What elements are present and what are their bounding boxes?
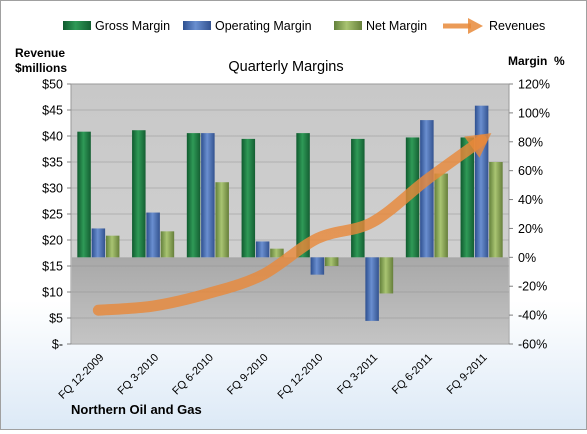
bar-operating-margin xyxy=(365,257,379,321)
right-axis-tick-label: 40% xyxy=(518,193,543,207)
right-axis-label: Margin % xyxy=(508,54,565,68)
left-axis-tick-label: $10 xyxy=(42,286,63,300)
bar-gross-margin xyxy=(351,138,365,258)
right-axis-tick-label: 100% xyxy=(518,106,550,120)
x-axis-category-label: FQ 3-2010 xyxy=(116,352,162,398)
negative-region xyxy=(72,257,508,343)
bar-gross-margin xyxy=(241,138,256,258)
right-axis-tick-label: -60% xyxy=(518,338,547,352)
left-axis-tick-label: $35 xyxy=(42,156,63,170)
left-axis-tick-label: $25 xyxy=(42,208,63,222)
right-axis-tick-label: 20% xyxy=(518,222,543,236)
x-axis-category-label: FQ 12-2009 xyxy=(57,352,107,402)
bar-net-margin xyxy=(105,235,120,258)
left-axis-tick-label: $5 xyxy=(49,312,63,326)
bar-net-margin xyxy=(160,231,175,258)
bar-operating-margin xyxy=(146,212,160,258)
left-axis-tick-label: $20 xyxy=(42,234,63,248)
bar-gross-margin xyxy=(460,137,475,258)
left-axis-label-line1: Revenue xyxy=(15,46,65,60)
x-axis-category-label: FQ 9-2010 xyxy=(225,352,271,398)
company-name: Northern Oil and Gas xyxy=(71,402,202,417)
left-axis-label-line2: $millions xyxy=(15,61,67,75)
left-axis-tick-label: $50 xyxy=(42,78,63,92)
legend-item-revenues[interactable]: Revenues xyxy=(443,18,545,34)
legend-swatch-gross-margin xyxy=(63,21,91,30)
bar-operating-margin xyxy=(420,120,434,258)
bar-operating-margin xyxy=(255,241,270,258)
bar-net-margin xyxy=(434,173,448,258)
right-axis-tick-label: -40% xyxy=(518,309,547,323)
legend-item-operating-margin[interactable]: Operating Margin xyxy=(183,19,312,33)
bar-net-margin xyxy=(489,162,503,258)
bar-gross-margin xyxy=(186,133,201,258)
legend-swatch-net-margin xyxy=(334,21,362,30)
revenues-arrowhead-icon xyxy=(464,133,492,158)
x-axis-category-label: FQ 6-2011 xyxy=(390,352,435,397)
legend-arrowhead-icon xyxy=(468,18,483,34)
x-axis-category-label: FQ 3-2011 xyxy=(335,352,380,397)
right-axis-tick-label: 0% xyxy=(518,251,536,265)
bar-net-margin xyxy=(270,248,284,258)
x-axis-category-label: FQ 6-2010 xyxy=(170,352,216,398)
legend-label-revenues: Revenues xyxy=(489,19,545,33)
legend: Gross Margin Operating Margin Net Margin… xyxy=(63,18,545,34)
legend-label-gross-margin: Gross Margin xyxy=(95,19,170,33)
bar-operating-margin xyxy=(91,228,106,258)
legend-swatch-operating-margin xyxy=(183,21,211,30)
right-axis-tick-label: -20% xyxy=(518,280,547,294)
bar-gross-margin xyxy=(296,133,310,258)
bar-operating-margin xyxy=(201,133,215,258)
right-axis-tick-label: 120% xyxy=(518,78,550,92)
bar-operating-margin xyxy=(310,257,325,275)
left-axis-tick-label: $30 xyxy=(42,182,63,196)
left-axis-tick-label: $- xyxy=(52,338,63,352)
x-axis-category-label: FQ 9-2011 xyxy=(445,352,490,397)
legend-item-gross-margin[interactable]: Gross Margin xyxy=(63,19,170,33)
bar-net-margin xyxy=(379,257,394,294)
bar-operating-margin xyxy=(474,105,489,258)
legend-label-net-margin: Net Margin xyxy=(366,19,427,33)
legend-label-operating-margin: Operating Margin xyxy=(215,19,312,33)
right-axis-tick-label: 80% xyxy=(518,135,543,149)
left-axis-tick-label: $45 xyxy=(42,104,63,118)
revenues-line xyxy=(92,134,488,316)
x-axis-category-label: FQ 12-2010 xyxy=(276,352,326,402)
bar-net-margin xyxy=(215,182,229,258)
left-axis-tick-label: $40 xyxy=(42,130,63,144)
bar-gross-margin xyxy=(132,130,146,258)
right-axis-tick-label: 60% xyxy=(518,164,543,178)
bar-net-margin xyxy=(324,257,339,266)
chart-title: Quarterly Margins xyxy=(228,59,343,75)
bar-gross-margin xyxy=(77,131,91,258)
legend-item-net-margin[interactable]: Net Margin xyxy=(334,19,427,33)
left-axis-tick-label: $15 xyxy=(42,260,63,274)
